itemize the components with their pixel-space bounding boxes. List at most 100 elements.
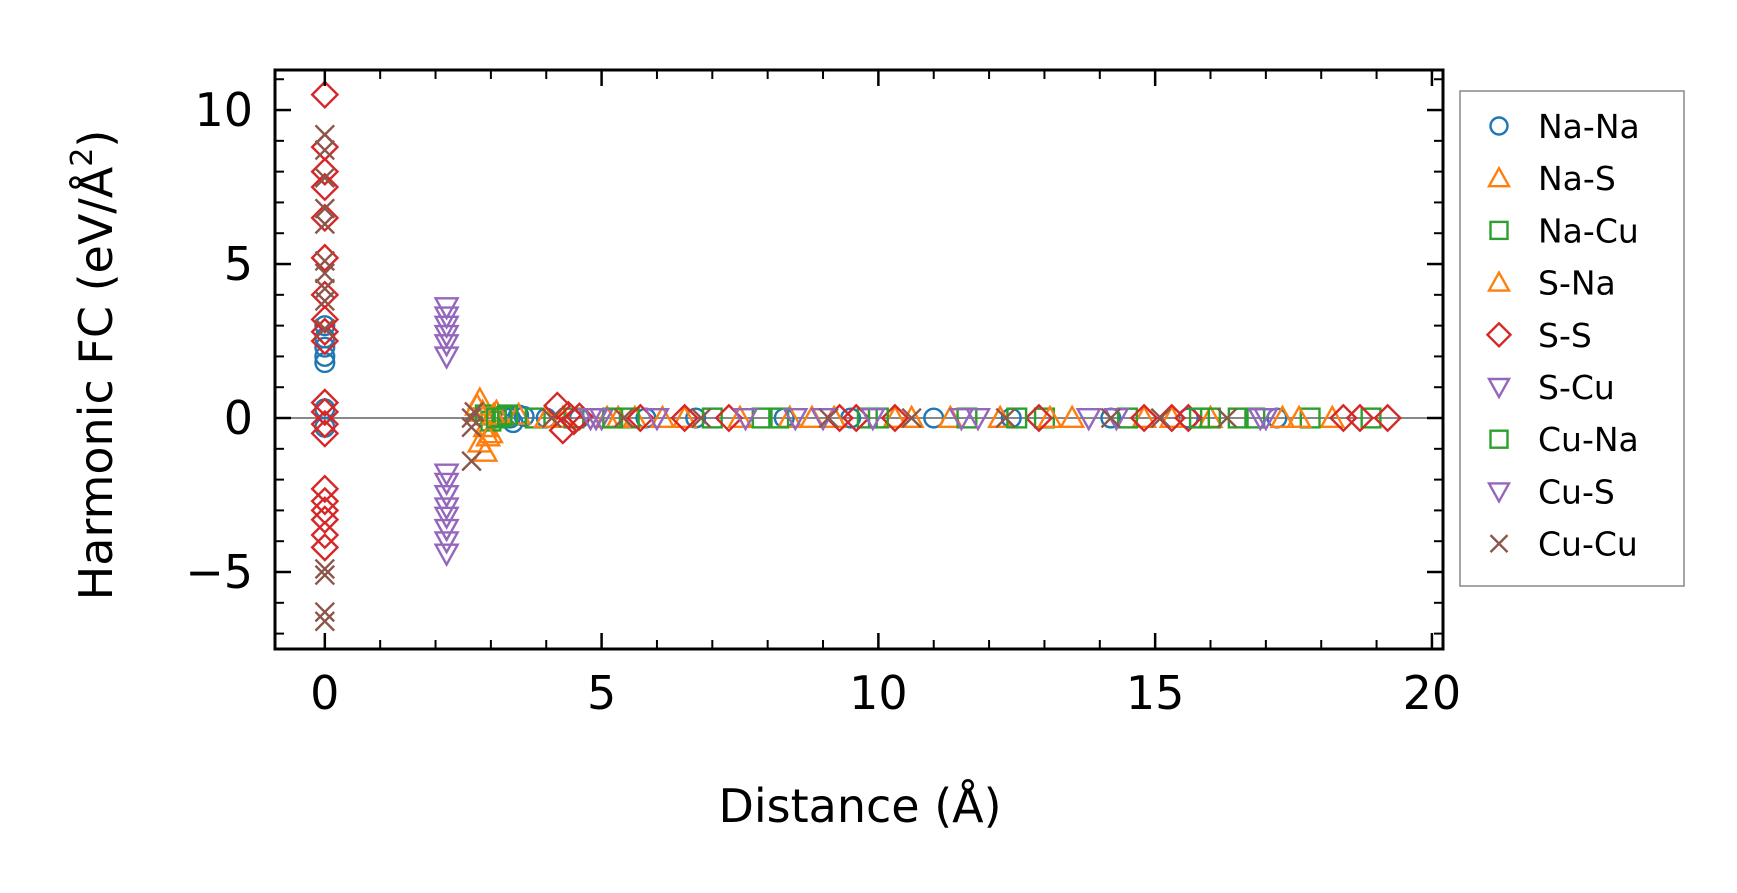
data-point [310, 280, 340, 310]
data-point [1131, 404, 1158, 429]
data-point [475, 423, 502, 447]
series-cu-s [583, 408, 1274, 432]
legend-label: Na-Cu [1538, 211, 1639, 250]
data-point [1024, 403, 1054, 433]
data-point [496, 404, 519, 426]
data-point [310, 305, 340, 334]
data-point [314, 139, 336, 161]
data-point [670, 403, 699, 433]
data-point [1006, 407, 1028, 429]
data-point [818, 407, 839, 429]
data-point [314, 336, 336, 358]
legend-label: Na-Na [1538, 107, 1640, 146]
data-point [310, 533, 340, 562]
data-point [1075, 408, 1102, 432]
data-point [464, 401, 485, 423]
data-point [1227, 407, 1249, 429]
data-point [314, 124, 336, 145]
data-point [995, 407, 1016, 429]
data-point [433, 531, 460, 555]
data-point [964, 408, 992, 432]
data-point [859, 408, 886, 432]
data-point [314, 263, 336, 284]
data-point [1286, 404, 1313, 429]
legend-label: S-Cu [1538, 368, 1615, 407]
data-point [310, 157, 340, 186]
data-point [881, 404, 909, 429]
data-point [433, 518, 460, 543]
legend-marker [1489, 220, 1509, 241]
x-tick-label: 10 [849, 666, 908, 720]
data-point [310, 419, 340, 448]
data-point [1373, 403, 1402, 433]
y-axis-label: Harmonic FC (eV/Å2) [65, 130, 123, 601]
legend-entry: Na-Cu [1489, 211, 1639, 250]
data-point [776, 404, 803, 429]
data-point [310, 474, 340, 504]
data-point [310, 203, 340, 233]
legend-entry: S-S [1485, 316, 1592, 355]
data-point [314, 198, 336, 219]
plot-frame [273, 68, 1445, 651]
tick-labels: 0 5 10 15 20 −5 0 5 10 [185, 83, 1461, 720]
data-point [310, 388, 340, 417]
data-point [691, 407, 712, 429]
legend-entry: Na-S [1486, 159, 1616, 198]
data-point [671, 404, 698, 429]
data-point [461, 450, 482, 472]
data-point [649, 404, 676, 429]
legend-label: Cu-Na [1538, 420, 1639, 459]
legend-marker [1486, 377, 1512, 400]
legend-entry: Cu-Cu [1489, 525, 1638, 564]
data-point [559, 406, 589, 436]
data-point [433, 506, 460, 531]
data-point [726, 404, 754, 429]
x-axis-label: Distance (Å) [718, 779, 1001, 833]
y-axis-label-main: Harmonic FC (eV/Å [69, 166, 123, 600]
data-point [1345, 403, 1375, 433]
legend-entry: S-Na [1486, 264, 1616, 303]
data-point [732, 408, 759, 432]
data-point [1319, 404, 1346, 429]
data-point [1188, 407, 1210, 429]
data-point [901, 407, 922, 429]
x-tick-label: 15 [1126, 666, 1185, 720]
data-point [433, 472, 460, 497]
legend-entry: S-Cu [1486, 368, 1615, 407]
legend-marker [1489, 116, 1509, 136]
x-tick-label: 0 [310, 666, 339, 720]
data-point [310, 409, 340, 439]
y-tick-label: 5 [224, 237, 253, 291]
data-point [472, 438, 499, 462]
y-axis-label-sup: 2 [65, 148, 100, 167]
legend-marker [1489, 429, 1509, 449]
data-point [310, 520, 340, 550]
data-point [461, 407, 482, 429]
legend-marker [1489, 534, 1509, 553]
legend-label: S-Na [1538, 264, 1616, 303]
data-point [505, 401, 532, 425]
data-point [314, 564, 336, 586]
legend-marker [1485, 321, 1513, 348]
data-point [310, 80, 340, 109]
data-point [701, 407, 723, 429]
axis-ticks [275, 70, 1443, 649]
data-point [1269, 404, 1296, 429]
data-point [541, 407, 562, 429]
data-point [310, 132, 340, 162]
y-tick-label: 10 [194, 83, 253, 137]
data-point [1174, 403, 1203, 433]
series-cu-cu [314, 124, 1238, 632]
data-point [314, 601, 336, 623]
data-point [314, 290, 336, 312]
legend-label: Cu-Cu [1538, 525, 1638, 564]
data-point [782, 408, 809, 432]
data-point [1150, 407, 1171, 429]
data-point [1129, 403, 1159, 433]
y-tick-label: 0 [224, 391, 253, 445]
data-point [310, 243, 340, 273]
data-point [310, 486, 340, 516]
data-point [433, 346, 460, 370]
data-point [1036, 404, 1064, 429]
